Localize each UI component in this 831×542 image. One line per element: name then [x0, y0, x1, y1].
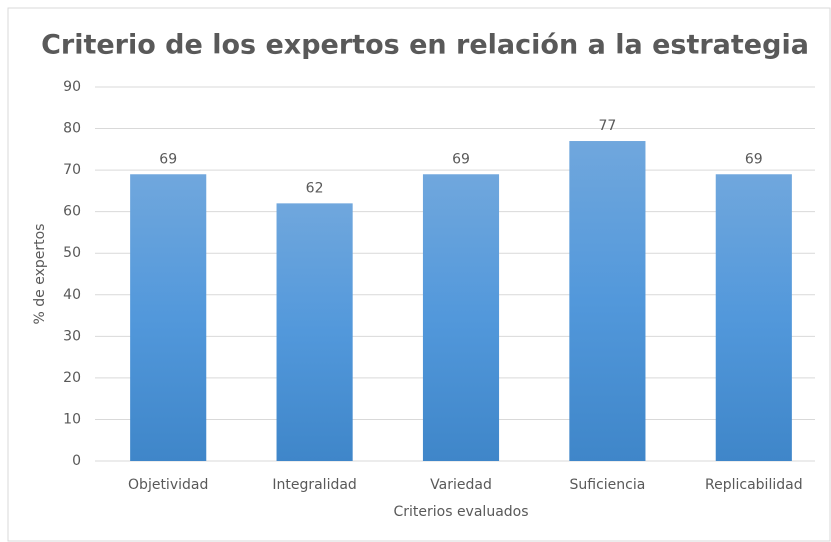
y-tick-label: 50: [63, 245, 81, 261]
x-tick-label: Objetividad: [128, 477, 208, 493]
x-tick-label: Suficiencia: [569, 477, 645, 493]
y-tick-label: 10: [63, 411, 81, 427]
x-tick-label: Variedad: [430, 477, 492, 493]
data-label: 69: [745, 151, 763, 167]
chart-title: Criterio de los expertos en relación a l…: [41, 30, 809, 61]
bar: [715, 174, 792, 461]
x-axis-title: Criterios evaluados: [393, 504, 528, 520]
x-tick-label: Replicabilidad: [705, 477, 803, 493]
x-tick-label: Integralidad: [272, 477, 356, 493]
y-tick-label: 70: [63, 162, 81, 178]
data-label: 69: [452, 151, 470, 167]
bar: [130, 174, 207, 461]
y-tick-label: 0: [72, 453, 81, 469]
y-tick-label: 20: [63, 370, 81, 386]
data-label: 62: [306, 180, 324, 196]
y-tick-label: 40: [63, 287, 81, 303]
data-label: 77: [598, 118, 616, 134]
y-tick-label: 60: [63, 204, 81, 220]
data-label: 69: [159, 151, 177, 167]
y-axis-title: % de expertos: [32, 224, 48, 325]
y-tick-label: 90: [63, 79, 81, 95]
y-tick-label: 80: [63, 121, 81, 137]
bar: [569, 141, 646, 461]
bar: [422, 174, 500, 461]
y-tick-label: 30: [63, 328, 81, 344]
bar: [276, 203, 353, 461]
